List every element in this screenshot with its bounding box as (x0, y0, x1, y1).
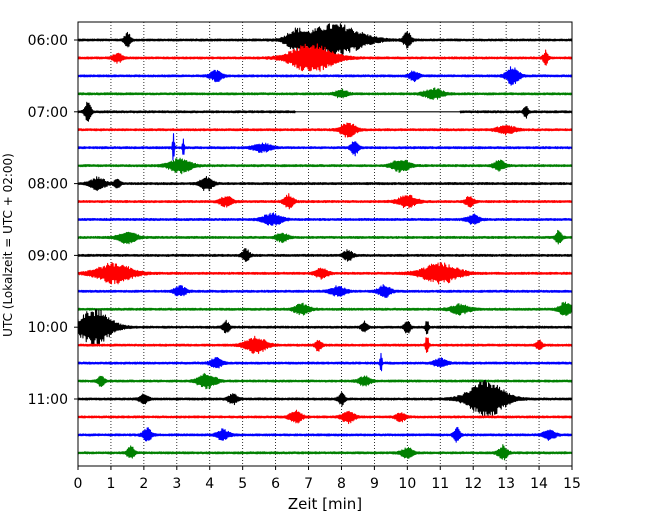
x-tick-label-8: 8 (337, 476, 346, 492)
y-axis-label: UTC (Lokalzeit = UTC + 02:00) (1, 153, 15, 337)
trace-0715 (78, 122, 572, 138)
trace-1030 (78, 352, 572, 372)
x-tick-label-3: 3 (172, 476, 181, 492)
x-tick-label-10: 10 (398, 476, 416, 492)
trace-0700 (78, 101, 572, 122)
trace-0600 (78, 23, 572, 58)
trace-0930 (78, 284, 572, 299)
x-tick-label-5: 5 (238, 476, 247, 492)
trace-1115 (78, 409, 572, 425)
trace-0745 (78, 157, 572, 175)
y-tick-label-5: 11:00 (28, 392, 68, 408)
y-tick-label-4: 10:00 (28, 320, 68, 336)
x-axis-ticks: 0 1 2 3 4 5 6 7 8 9 10 11 12 13 14 15 (74, 466, 581, 492)
x-tick-label-9: 9 (370, 476, 379, 492)
x-tick-label-13: 13 (497, 476, 515, 492)
trace-0945 (78, 301, 572, 317)
trace-0630 (78, 66, 572, 86)
trace-0730 (78, 133, 572, 161)
x-tick-label-4: 4 (205, 476, 214, 492)
y-axis-ticks: 06:00 07:00 08:00 09:00 10:00 11:00 (28, 33, 78, 408)
x-tick-label-7: 7 (304, 476, 313, 492)
trace-0815 (78, 193, 572, 210)
x-tick-label-2: 2 (139, 476, 148, 492)
x-tick-label-11: 11 (431, 476, 449, 492)
x-tick-label-12: 12 (464, 476, 482, 492)
x-axis-label: Zeit [min] (288, 495, 362, 513)
seismogram-traces (78, 23, 572, 461)
trace-0615 (78, 43, 572, 72)
plot-frame (77, 21, 573, 467)
x-tick-label-0: 0 (74, 476, 83, 492)
x-tick-label-15: 15 (563, 476, 581, 492)
trace-1015 (78, 335, 572, 355)
y-tick-label-1: 07:00 (28, 105, 68, 121)
trace-1145 (78, 444, 572, 461)
x-tick-label-14: 14 (530, 476, 548, 492)
trace-0900 (78, 248, 572, 262)
x-tick-label-1: 1 (106, 476, 115, 492)
y-tick-label-2: 08:00 (28, 177, 68, 193)
trace-1100 (78, 379, 572, 418)
vertical-gridlines (110, 22, 540, 466)
y-tick-label-0: 06:00 (28, 33, 68, 49)
trace-0915 (78, 262, 572, 285)
trace-0800 (78, 175, 572, 192)
trace-1130 (78, 426, 572, 443)
trace-1000 (78, 309, 572, 346)
trace-0645 (78, 87, 572, 101)
trace-0830 (78, 212, 572, 226)
trace-0845 (78, 229, 572, 245)
trace-1045 (78, 372, 572, 390)
x-tick-label-6: 6 (271, 476, 280, 492)
y-tick-label-3: 09:00 (28, 248, 68, 264)
